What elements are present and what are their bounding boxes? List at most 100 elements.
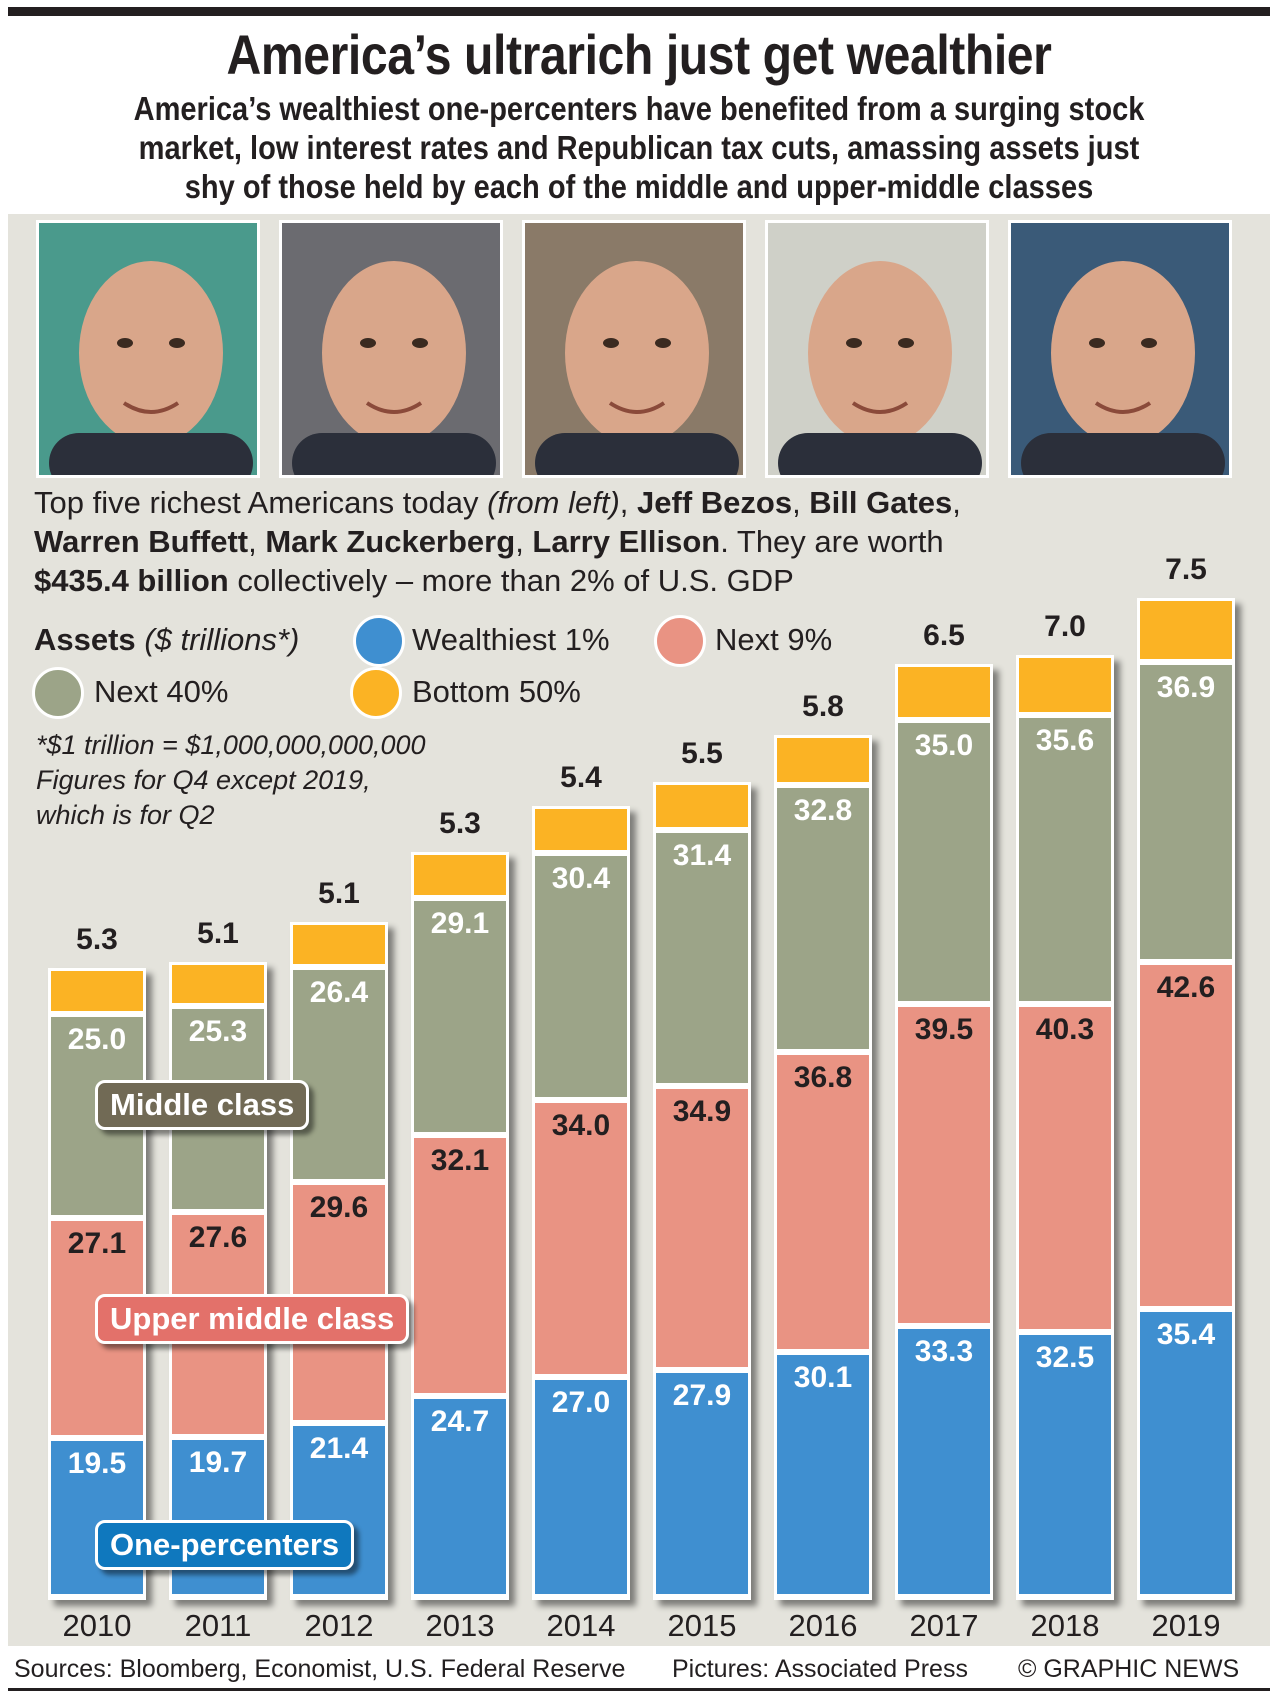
value-label: 35.0: [914, 728, 974, 762]
value-label: 32.5: [1035, 1341, 1095, 1375]
graphic-news-credit: © GRAPHIC NEWS: [1018, 1655, 1240, 1683]
segment-next-40pct: 35.0: [898, 722, 990, 1002]
bar-2010: 19.5 27.1 25.0: [48, 968, 146, 1600]
x-tick-label: 2018: [1030, 1608, 1100, 1643]
x-tick-label: 2019: [1151, 1608, 1221, 1643]
value-label: 32.1: [430, 1143, 490, 1177]
value-label: 39.5: [914, 1013, 974, 1047]
note-line: Figures for Q4 except 2019,: [36, 765, 371, 795]
segment-bottom-50pct: [1140, 600, 1232, 659]
subtitle-line: market, low interest rates and Republica…: [138, 129, 1140, 166]
portrait-photo: [765, 220, 989, 478]
segment-bottom-50pct: [414, 854, 506, 895]
segment-next-9pct: 34.9: [656, 1088, 748, 1367]
value-label: 29.1: [430, 906, 490, 940]
segment-bottom-50pct: [535, 809, 627, 850]
caption-line-1: Top five richest Americans today (from l…: [34, 485, 961, 520]
bottom-rule: [8, 1688, 1270, 1691]
face-illustration: [535, 261, 739, 475]
x-tick-label: 2012: [304, 1608, 374, 1643]
value-label: 36.9: [1156, 670, 1216, 704]
legend-label: Next 9%: [715, 622, 833, 657]
segment-next-9pct: 34.0: [535, 1103, 627, 1375]
value-label: 35.4: [1156, 1317, 1216, 1351]
legend-label: Wealthiest 1%: [412, 622, 610, 657]
legend-swatch-next9: [654, 615, 706, 667]
value-label: 40.3: [1035, 1013, 1095, 1047]
value-label: 27.6: [188, 1220, 248, 1254]
value-label: 25.0: [67, 1023, 127, 1057]
legend-label: Next 40%: [94, 674, 229, 709]
bottom-50-value-label: 7.0: [1044, 609, 1086, 643]
segment-next-40pct: 35.6: [1019, 717, 1111, 1002]
segment-wealthiest-1pct: 19.5: [51, 1441, 143, 1594]
value-label: 30.1: [793, 1360, 853, 1394]
note-line: which is for Q2: [36, 800, 215, 830]
segment-next-9pct: 42.6: [1140, 965, 1232, 1306]
x-tick-label: 2013: [425, 1608, 495, 1643]
x-tick-label: 2011: [184, 1608, 252, 1643]
value-label: 24.7: [430, 1404, 490, 1438]
segment-next-9pct: 32.1: [414, 1137, 506, 1393]
value-label: 34.9: [672, 1094, 732, 1128]
legend-swatch-next40: [32, 667, 84, 719]
value-label: 27.1: [67, 1226, 127, 1260]
bottom-50-value-label: 5.8: [802, 690, 844, 724]
bar-2014: 27.0 34.0 30.4: [532, 806, 630, 1600]
x-tick-label: 2017: [909, 1608, 979, 1643]
segment-next-40pct: 36.9: [1140, 664, 1232, 960]
value-label: 30.4: [551, 862, 611, 895]
segment-bottom-50pct: [172, 964, 264, 1004]
value-label: 36.8: [793, 1061, 853, 1095]
face-illustration: [778, 261, 982, 475]
legend-label: Bottom 50%: [412, 674, 581, 709]
subtitle-line: shy of those held by each of the middle …: [184, 168, 1094, 205]
segment-wealthiest-1pct: 24.7: [414, 1398, 506, 1594]
value-label: 26.4: [309, 975, 369, 1009]
bar-2015: 27.9 34.9 31.4: [653, 782, 751, 1600]
segment-wealthiest-1pct: 27.9: [656, 1372, 748, 1594]
label-upper-middle-class: Upper middle class: [95, 1294, 410, 1344]
segment-next-9pct: 39.5: [898, 1007, 990, 1323]
segment-next-9pct: 36.8: [777, 1055, 869, 1349]
bar-2012: 21.4 29.6 26.4: [290, 922, 388, 1600]
segment-next-40pct: 32.8: [777, 788, 869, 1050]
value-label: 27.0: [551, 1386, 611, 1420]
segment-wealthiest-1pct: 33.3: [898, 1328, 990, 1594]
caption-line-3: $435.4 billion collectively – more than …: [34, 563, 794, 598]
bar-2016: 30.1 36.8 32.8: [774, 735, 872, 1600]
value-label: 33.3: [914, 1334, 974, 1368]
portrait-photo: [36, 220, 260, 478]
segment-next-40pct: 29.1: [414, 900, 506, 1132]
segment-wealthiest-1pct: 35.4: [1140, 1311, 1232, 1594]
bar-2013: 24.7 32.1 29.1: [411, 851, 509, 1600]
segment-bottom-50pct: [777, 738, 869, 783]
value-label: 29.6: [309, 1190, 369, 1224]
bottom-50-value-label: 6.5: [923, 618, 965, 652]
bottom-50-value-label: 5.5: [681, 737, 723, 771]
value-label: 19.5: [67, 1447, 127, 1481]
label-one-percenters: One-percenters: [95, 1520, 355, 1570]
x-tick-label: 2015: [667, 1608, 737, 1643]
value-label: 25.3: [188, 1015, 248, 1049]
bottom-50-value-label: 5.3: [439, 806, 481, 840]
segment-next-9pct: 40.3: [1019, 1007, 1111, 1330]
face-illustration: [292, 261, 496, 475]
portrait-photo: [522, 220, 746, 478]
segment-wealthiest-1pct: 19.7: [172, 1439, 264, 1594]
pictures-credit: Pictures: Associated Press: [672, 1655, 968, 1683]
value-label: 35.6: [1035, 723, 1095, 757]
bottom-50-value-label: 7.5: [1165, 552, 1207, 586]
note-line: *$1 trillion = $1,000,000,000,000: [36, 730, 426, 760]
subtitle-line: America’s wealthiest one-percenters have…: [133, 90, 1145, 127]
label-middle-class: Middle class: [95, 1080, 310, 1130]
x-tick-label: 2016: [788, 1608, 858, 1643]
caption-line-2: Warren Buffett, Mark Zuckerberg, Larry E…: [34, 524, 944, 559]
face-illustration: [1021, 261, 1225, 475]
portrait-photo: [279, 220, 503, 478]
bar-2017: 33.3 39.5 35.0: [895, 663, 993, 1600]
segment-next-40pct: 30.4: [535, 856, 627, 1098]
bottom-50-value-label: 5.1: [197, 916, 239, 950]
segment-bottom-50pct: [293, 925, 385, 964]
value-label: 31.4: [672, 839, 732, 873]
